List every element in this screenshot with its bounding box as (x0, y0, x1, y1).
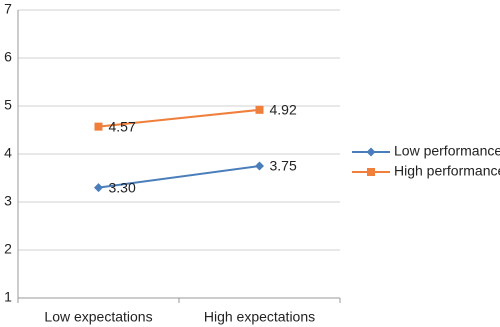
legend-marker (366, 147, 376, 157)
series-line (98, 165, 260, 189)
x-tick-label: Low expectations (44, 309, 152, 325)
data-label: 4.92 (270, 102, 297, 118)
legend-marker (367, 168, 375, 176)
legend-label: High performance (394, 163, 500, 179)
data-label: 3.75 (270, 158, 297, 174)
legend-label: Low performance (394, 143, 500, 159)
y-tick-label: 3 (4, 193, 12, 209)
data-point (94, 183, 103, 193)
y-tick-label: 5 (4, 97, 12, 113)
y-tick-label: 1 (4, 289, 12, 305)
y-tick-label: 2 (4, 241, 12, 257)
data-point (255, 161, 264, 171)
y-tick-label: 7 (4, 1, 12, 17)
y-tick-label: 4 (4, 145, 12, 161)
y-tick-label: 6 (4, 49, 12, 65)
x-tick-label: High expectations (204, 309, 315, 325)
data-point (94, 122, 103, 131)
data-point (255, 105, 264, 114)
data-label: 4.57 (109, 118, 136, 134)
data-label: 3.30 (109, 179, 136, 195)
series-line (98, 108, 260, 128)
